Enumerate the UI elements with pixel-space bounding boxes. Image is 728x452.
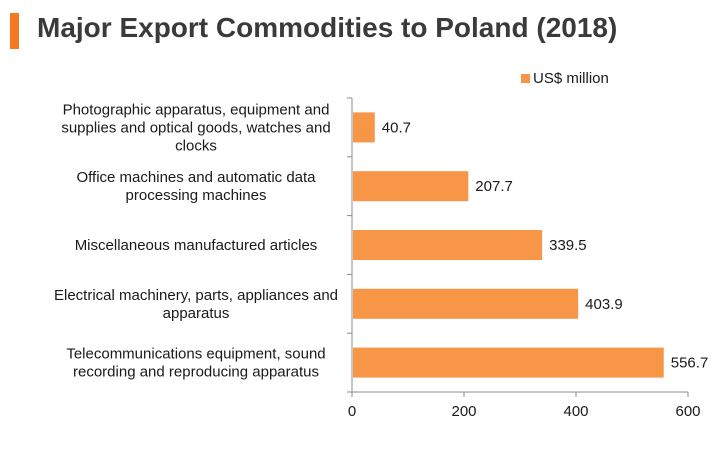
category-label: Office machines and automatic data xyxy=(76,169,316,186)
category-label: supplies and optical goods, watches and xyxy=(61,119,330,136)
category-label: apparatus xyxy=(163,305,230,322)
bar xyxy=(353,171,469,202)
bar-value-label: 403.9 xyxy=(585,296,623,313)
bar xyxy=(353,288,579,319)
bar-value-label: 207.7 xyxy=(475,178,513,195)
x-tick-label: 0 xyxy=(348,403,356,420)
bar-value-label: 339.5 xyxy=(549,237,587,254)
category-label: Photographic apparatus, equipment and xyxy=(63,101,330,118)
bar xyxy=(353,347,664,378)
bar-value-label: 40.7 xyxy=(382,119,411,136)
category-label: processing machines xyxy=(126,187,267,204)
title-accent-bar xyxy=(10,13,19,49)
x-tick-label: 400 xyxy=(563,403,588,420)
bar-value-label: 556.7 xyxy=(671,355,709,372)
category-label: recording and reproducing apparatus xyxy=(73,364,319,381)
category-label: Telecommunications equipment, sound xyxy=(66,346,325,363)
x-tick-label: 200 xyxy=(451,403,476,420)
legend-swatch xyxy=(521,74,530,83)
legend-label: US$ million xyxy=(533,70,609,87)
page-title: Major Export Commodities to Poland (2018… xyxy=(37,12,618,43)
x-tick-label: 600 xyxy=(675,403,700,420)
bar xyxy=(353,230,543,260)
category-label: clocks xyxy=(175,137,217,154)
category-label: Electrical machinery, parts, appliances … xyxy=(54,287,338,304)
legend: US$ million xyxy=(521,70,609,87)
category-label: Miscellaneous manufactured articles xyxy=(75,237,318,254)
bar xyxy=(353,112,375,143)
